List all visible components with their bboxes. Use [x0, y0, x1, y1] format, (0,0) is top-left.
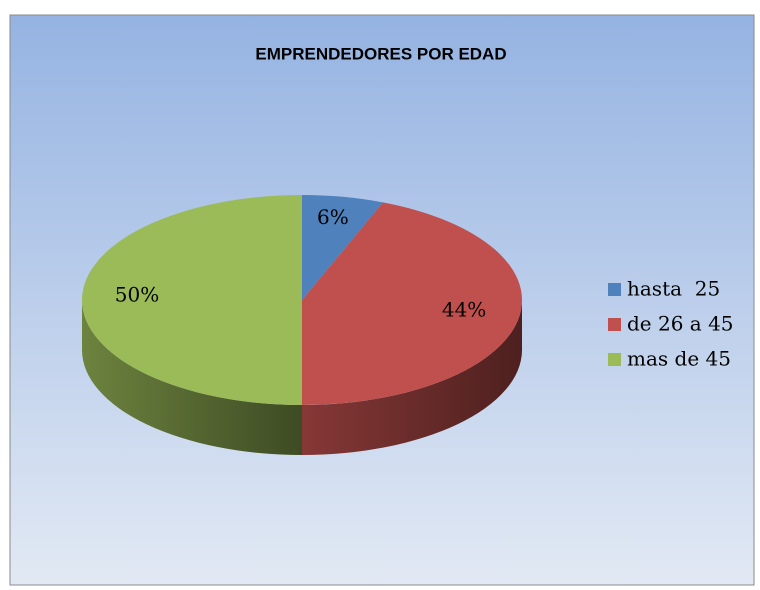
slice-side [82, 300, 302, 455]
slice-side [302, 300, 522, 455]
slice [82, 195, 302, 405]
data-label: 6% [317, 205, 349, 229]
legend-label: de 26 a 45 [627, 312, 734, 336]
legend-swatch [608, 283, 621, 296]
data-label: 50% [115, 283, 159, 307]
slice [302, 202, 522, 405]
data-label: 44% [442, 297, 486, 321]
legend-swatch [608, 353, 621, 366]
legend-label: hasta 25 [627, 277, 720, 301]
legend-label: mas de 45 [627, 347, 731, 371]
chart-title: EMPRENDEDORES POR EDAD [255, 44, 506, 63]
legend-swatch [608, 318, 621, 331]
slice [302, 195, 383, 300]
